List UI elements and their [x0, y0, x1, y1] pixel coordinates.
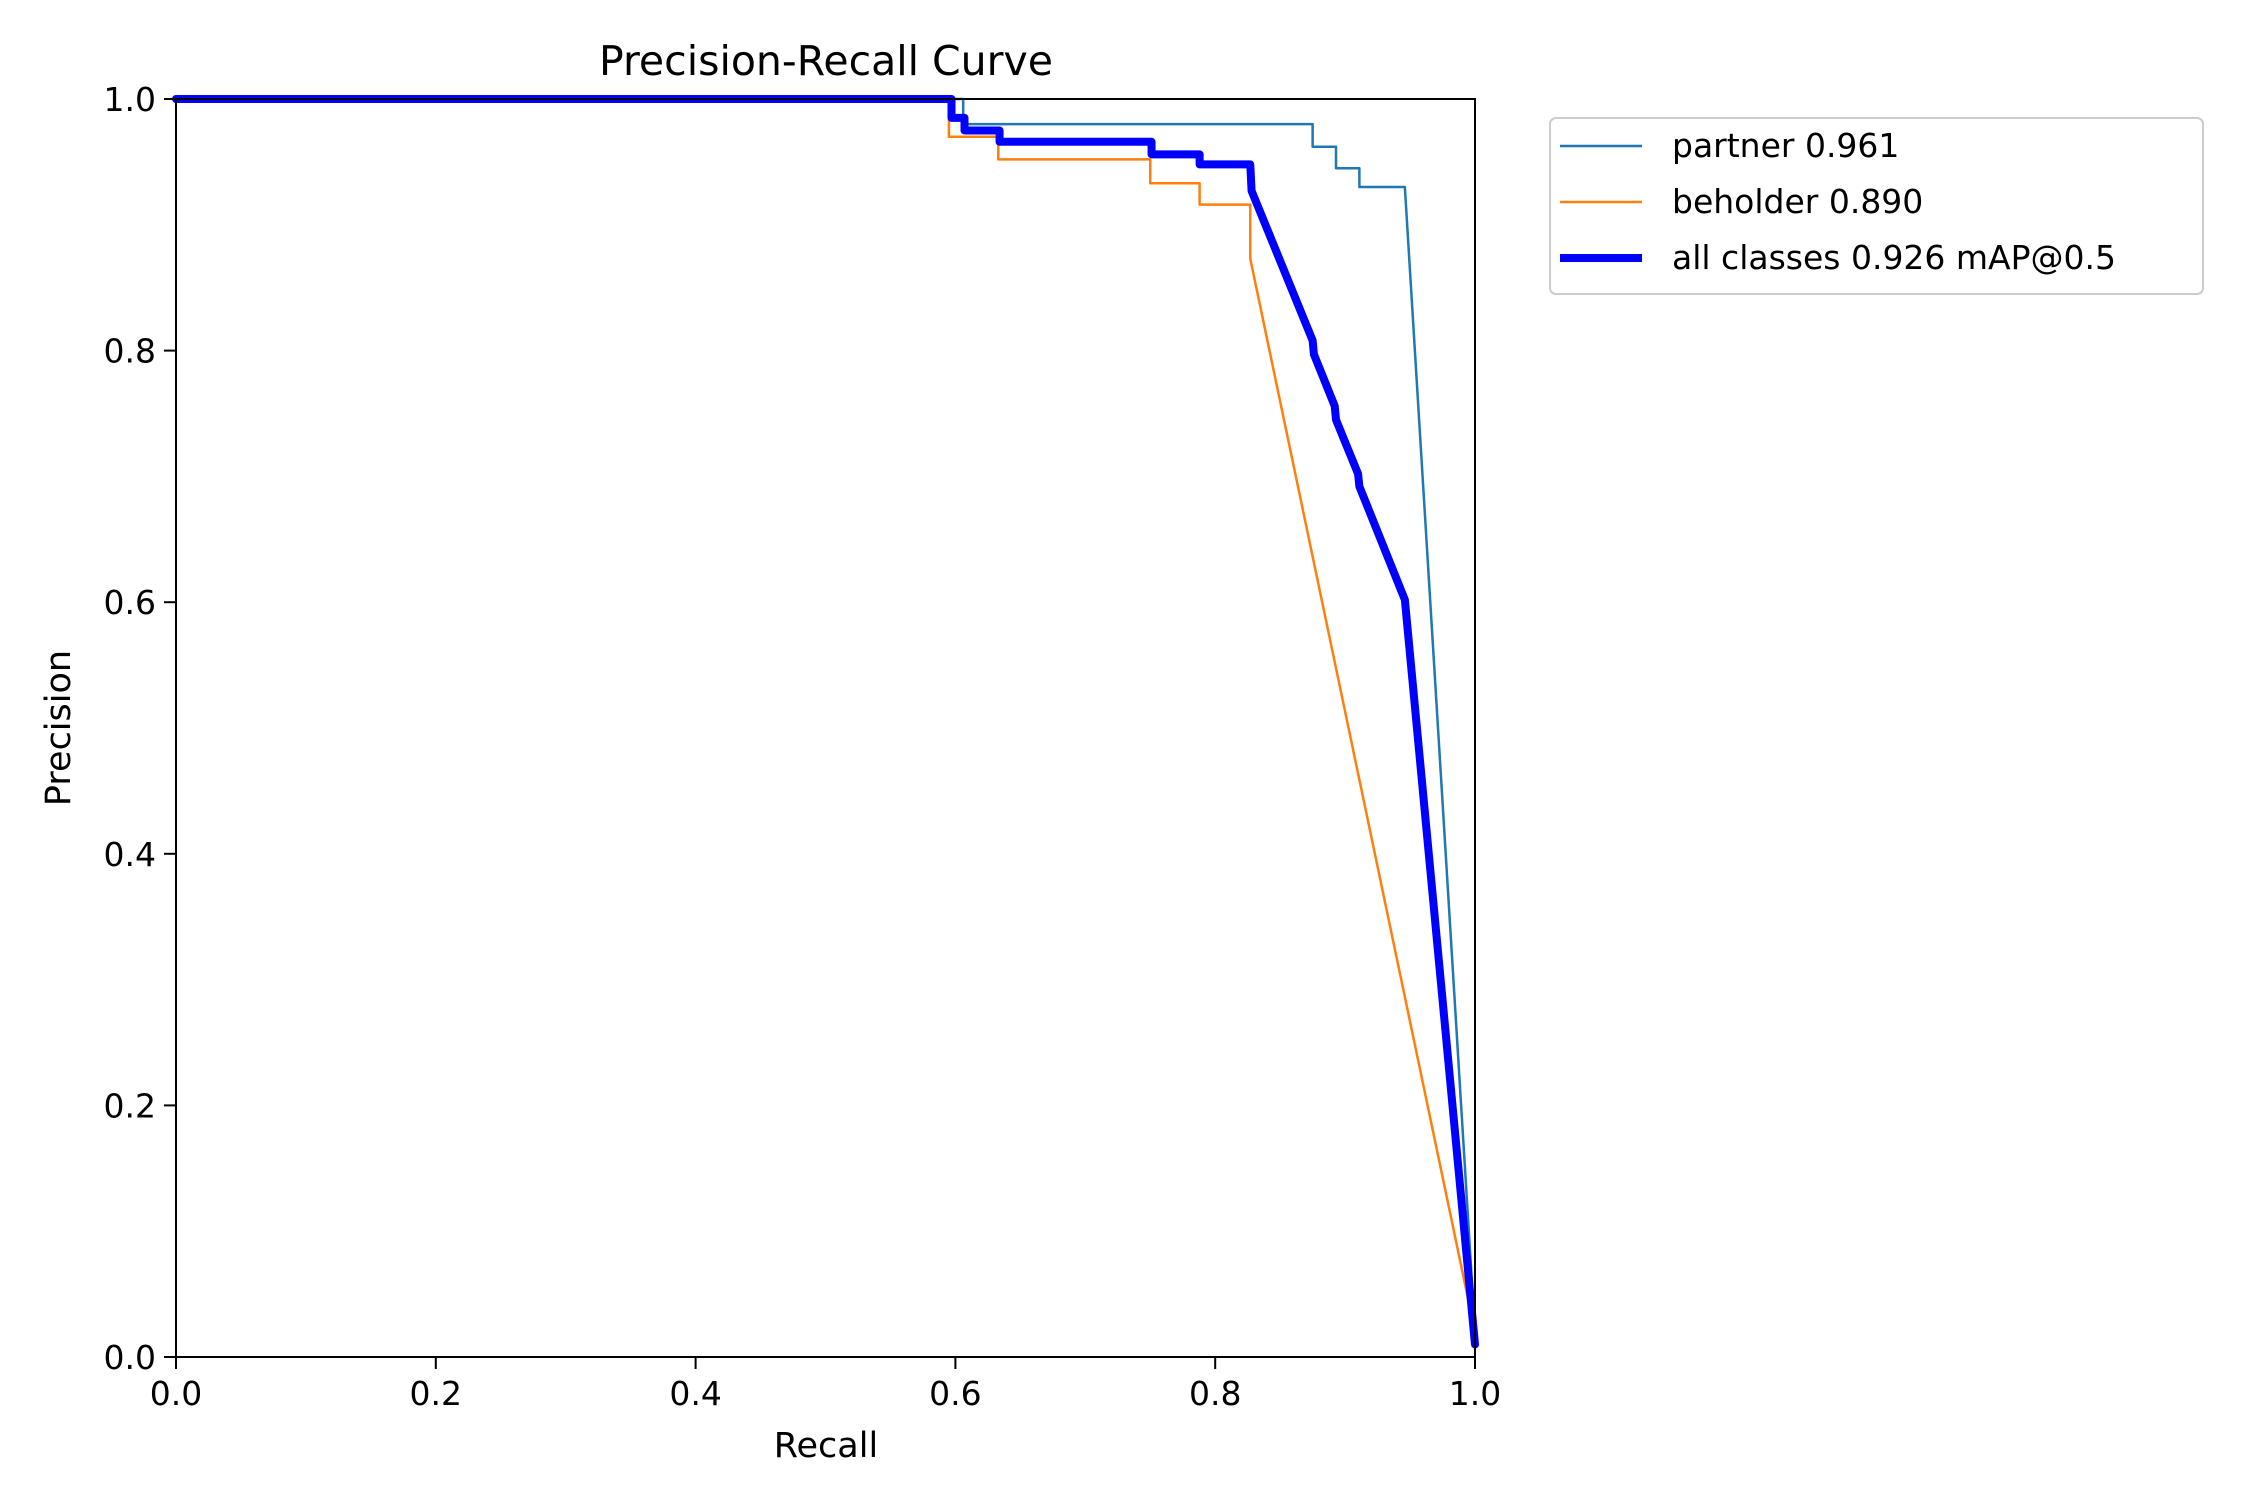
x-axis-label: Recall: [774, 1426, 878, 1466]
y-tick-label: 0.2: [104, 1086, 156, 1125]
legend-box: [1549, 117, 2204, 295]
y-tick-label: 0.4: [104, 835, 156, 874]
y-tick-label: 0.8: [104, 332, 156, 371]
x-tick-label: 0.8: [1189, 1374, 1241, 1413]
x-tick-label: 0.4: [669, 1374, 721, 1413]
y-axis-ticks: 0.0 0.2 0.4 0.6 0.8 1.0: [104, 80, 176, 1377]
legend-label-0: partner 0.961: [1672, 126, 1899, 165]
x-axis-ticks: 0.0 0.2 0.4 0.6 0.8 1.0: [150, 1357, 1501, 1413]
x-tick-label: 1.0: [1449, 1374, 1501, 1413]
series-line-1: [174, 97, 1477, 1334]
legend-label-1: beholder 0.890: [1672, 182, 1923, 221]
plot-frame: [175, 98, 1476, 1358]
x-tick-label: 0.0: [150, 1374, 202, 1413]
legend-label-2: all classes 0.926 mAP@0.5: [1672, 238, 2116, 277]
y-tick-label: 0.0: [104, 1338, 156, 1377]
legend-items: partner 0.961 beholder 0.890 all classes 0…: [1560, 126, 2116, 277]
y-axis-label: Precision: [39, 650, 79, 806]
y-tick-label: 0.6: [104, 583, 156, 622]
y-tick-label: 1.0: [104, 80, 156, 119]
legend: partner 0.961 beholder 0.890 all classes 0…: [1549, 117, 2204, 295]
x-tick-label: 0.6: [929, 1374, 981, 1413]
x-tick-label: 0.2: [410, 1374, 462, 1413]
chart-title: Precision-Recall Curve: [599, 37, 1053, 85]
series-line-2: [172, 95, 1479, 1349]
